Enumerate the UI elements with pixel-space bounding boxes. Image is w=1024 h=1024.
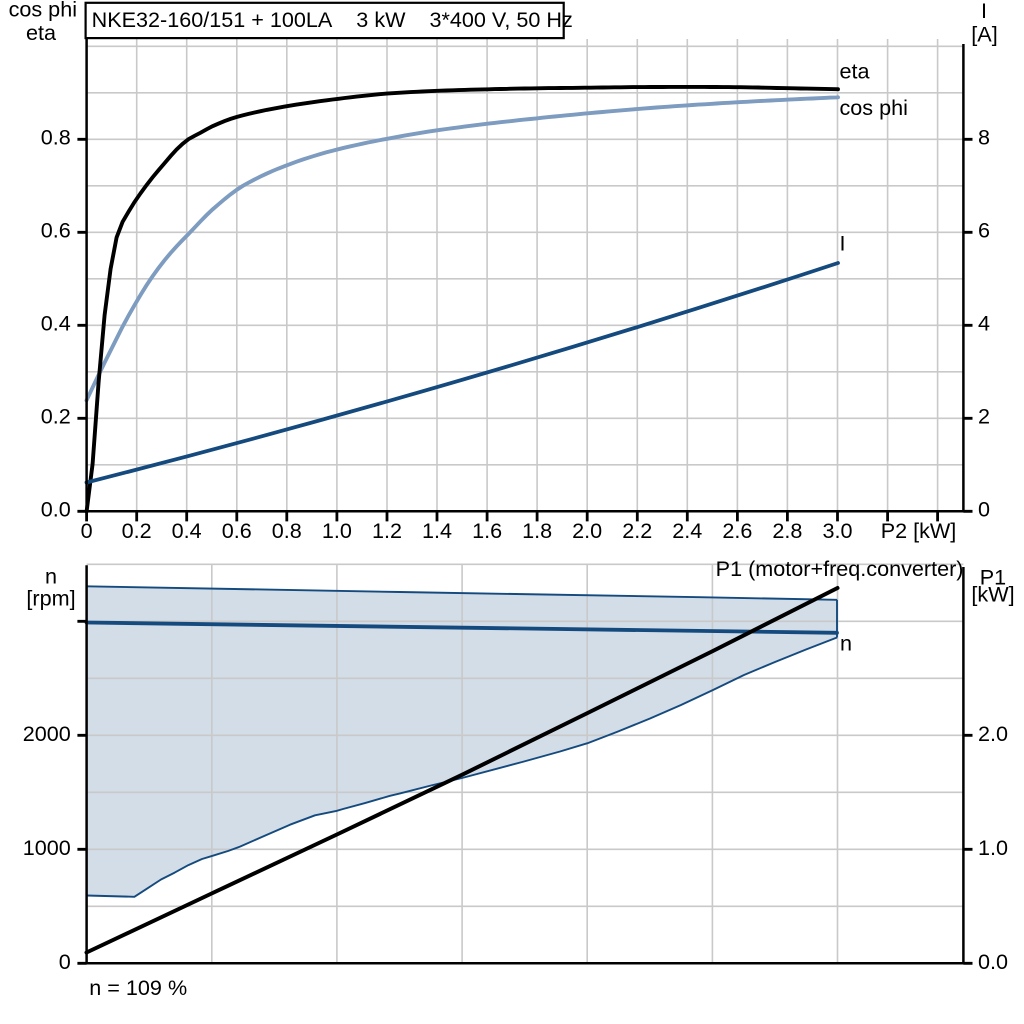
svg-text:cos phi: cos phi	[840, 95, 908, 120]
svg-text:2.0: 2.0	[572, 518, 602, 543]
svg-text:6: 6	[978, 218, 990, 243]
svg-text:1.0: 1.0	[978, 835, 1008, 860]
svg-text:n: n	[45, 564, 57, 589]
svg-text:P1 (motor+freq.converter): P1 (motor+freq.converter)	[716, 556, 964, 581]
svg-text:0.8: 0.8	[272, 518, 302, 543]
svg-text:0: 0	[59, 949, 71, 974]
svg-text:[A]: [A]	[971, 22, 997, 47]
svg-text:0.0: 0.0	[41, 497, 71, 522]
svg-text:3.0: 3.0	[822, 518, 852, 543]
svg-text:0.4: 0.4	[172, 518, 202, 543]
svg-text:2.0: 2.0	[978, 721, 1008, 746]
svg-text:1.4: 1.4	[422, 518, 452, 543]
svg-text:P1: P1	[980, 565, 1006, 590]
svg-text:2.4: 2.4	[672, 518, 702, 543]
svg-text:1.6: 1.6	[472, 518, 502, 543]
svg-text:2.8: 2.8	[772, 518, 802, 543]
svg-text:0.0: 0.0	[978, 949, 1008, 974]
svg-text:1.8: 1.8	[522, 518, 552, 543]
svg-text:2.6: 2.6	[722, 518, 752, 543]
svg-text:0.6: 0.6	[222, 518, 252, 543]
svg-text:2: 2	[978, 404, 990, 429]
svg-text:0.2: 0.2	[122, 518, 152, 543]
svg-text:[kW]: [kW]	[971, 582, 1014, 607]
svg-text:cos phi: cos phi	[9, 0, 77, 22]
svg-text:1000: 1000	[23, 835, 71, 860]
svg-text:n = 109 %: n = 109 %	[89, 975, 187, 1000]
svg-text:2.2: 2.2	[622, 518, 652, 543]
svg-text:0.8: 0.8	[41, 125, 71, 150]
svg-text:eta: eta	[26, 20, 57, 45]
svg-text:I: I	[981, 0, 987, 23]
svg-text:1.0: 1.0	[322, 518, 352, 543]
svg-text:0: 0	[81, 518, 93, 543]
svg-text:0.2: 0.2	[41, 404, 71, 429]
svg-text:0.6: 0.6	[41, 218, 71, 243]
svg-text:0: 0	[978, 497, 990, 522]
svg-text:[rpm]: [rpm]	[26, 586, 75, 611]
svg-text:eta: eta	[840, 59, 871, 84]
svg-text:8: 8	[978, 125, 990, 150]
svg-text:I: I	[840, 231, 846, 256]
svg-text:2000: 2000	[23, 721, 71, 746]
svg-text:n: n	[840, 631, 852, 656]
svg-text:P2 [kW]: P2 [kW]	[881, 518, 957, 543]
svg-text:NKE32-160/151 + 100LA 3 kW: NKE32-160/151 + 100LA 3 kW 3*400 V, 50 H…	[92, 7, 573, 32]
svg-text:1.2: 1.2	[372, 518, 402, 543]
svg-text:4: 4	[978, 311, 990, 336]
svg-text:0.4: 0.4	[41, 311, 71, 336]
